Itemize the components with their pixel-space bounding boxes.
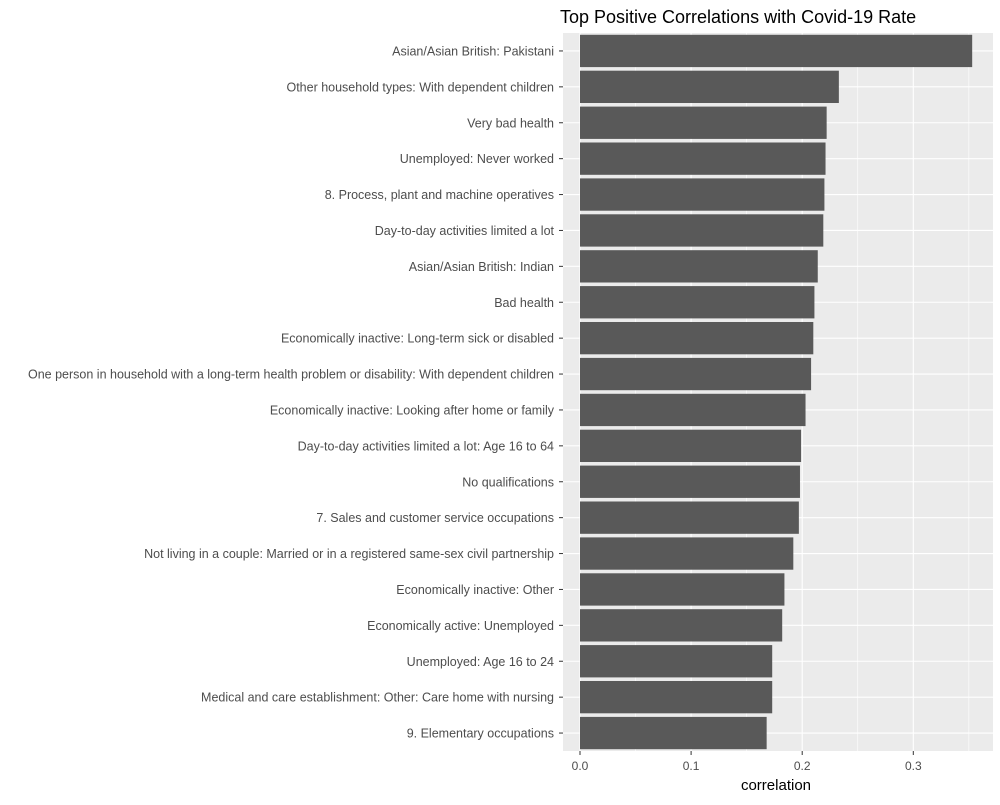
bar xyxy=(580,537,794,570)
x-axis-title: correlation xyxy=(741,777,811,794)
bar xyxy=(580,106,827,139)
category-label: Unemployed: Never worked xyxy=(400,152,554,166)
category-label: 8. Process, plant and machine operatives xyxy=(325,188,554,202)
bar xyxy=(580,70,839,104)
category-labels: Asian/Asian British: Pakistani Other hous… xyxy=(28,44,563,741)
plot-panel xyxy=(563,33,993,751)
category-label: Economically inactive: Long-term sick or… xyxy=(281,332,554,346)
bar xyxy=(580,178,825,211)
x-tick-label: 0.2 xyxy=(794,759,811,773)
bar xyxy=(580,680,773,714)
x-tick-label: 0.3 xyxy=(905,759,922,773)
category-label: Asian/Asian British: Indian xyxy=(409,260,554,274)
chart-title: Top Positive Correlations with Covid-19 … xyxy=(560,7,916,27)
x-axis-ticks: 0.0 0.1 0.2 0.3 xyxy=(572,751,922,773)
bar xyxy=(580,573,785,606)
bar xyxy=(580,393,806,427)
category-label: Asian/Asian British: Pakistani xyxy=(392,44,554,58)
category-label: Economically active: Unemployed xyxy=(367,619,554,633)
x-tick-label: 0.0 xyxy=(572,759,589,773)
category-label: Economically inactive: Looking after hom… xyxy=(270,403,555,417)
bar xyxy=(580,34,973,68)
bar xyxy=(580,501,799,534)
bar xyxy=(580,142,826,175)
bar xyxy=(580,357,812,391)
category-label: Day-to-day activities limited a lot xyxy=(375,224,555,238)
category-label: Other household types: With dependent ch… xyxy=(286,80,554,94)
bar xyxy=(580,250,818,283)
category-label: Medical and care establishment: Other: C… xyxy=(201,691,554,705)
category-label: 7. Sales and customer service occupation… xyxy=(316,511,554,525)
bar xyxy=(580,214,824,247)
bar xyxy=(580,716,767,750)
category-label: Day-to-day activities limited a lot: Age… xyxy=(298,439,554,453)
bar xyxy=(580,465,800,498)
category-label: Very bad health xyxy=(467,116,554,130)
category-label: No qualifications xyxy=(462,475,554,489)
bar xyxy=(580,321,814,355)
category-label: Unemployed: Age 16 to 24 xyxy=(407,655,554,669)
x-tick-label: 0.1 xyxy=(683,759,700,773)
bar xyxy=(580,645,773,678)
category-label: One person in household with a long-term… xyxy=(28,368,554,382)
category-label: Not living in a couple: Married or in a … xyxy=(144,547,554,561)
bar xyxy=(580,429,802,463)
category-label: Economically inactive: Other xyxy=(396,583,554,597)
bars xyxy=(580,34,973,750)
bar xyxy=(580,286,815,319)
bar xyxy=(580,609,783,642)
category-label: 9. Elementary occupations xyxy=(407,727,554,741)
category-label: Bad health xyxy=(494,296,554,310)
